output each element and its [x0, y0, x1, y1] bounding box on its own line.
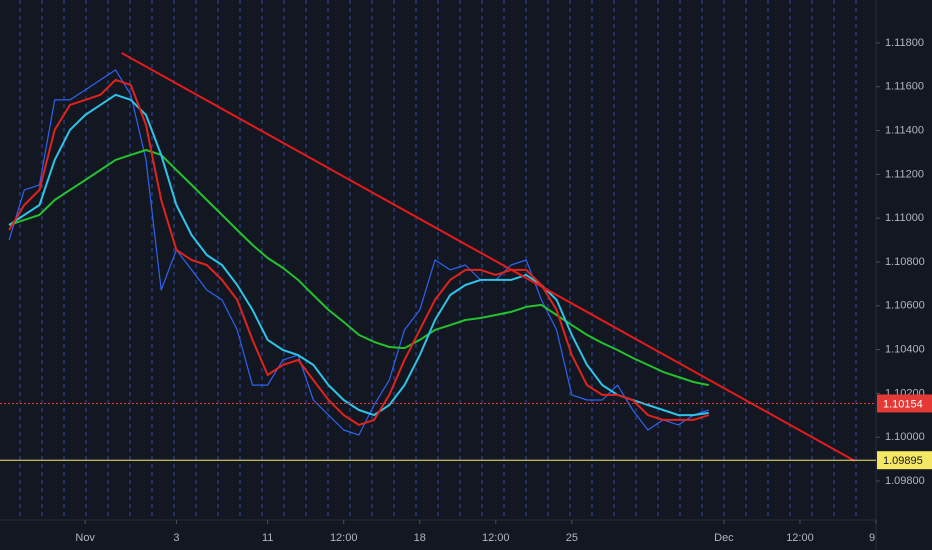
- x-tick-label: Dec: [714, 532, 734, 544]
- y-tick-label: 1.09800: [885, 475, 925, 487]
- session-separators: [19, 0, 857, 520]
- y-tick-label: 1.11000: [885, 212, 924, 224]
- y-tick-label: 1.10800: [885, 256, 925, 268]
- price-label: 1.09895: [883, 455, 923, 467]
- x-tick-label: 9: [869, 532, 875, 544]
- price-label: 1.10154: [883, 398, 923, 410]
- series-line: [8, 69, 709, 436]
- series-line: [8, 78, 710, 426]
- x-tick-label: 11: [262, 532, 273, 544]
- series-line: [8, 93, 709, 417]
- x-tick-label: 12:00: [786, 532, 814, 544]
- x-tick-label: 3: [173, 532, 179, 544]
- y-tick-label: 1.11800: [885, 37, 924, 49]
- y-tick-label: 1.11600: [885, 81, 924, 93]
- y-tick-label: 1.11400: [885, 124, 924, 136]
- price-label-box: [877, 394, 932, 413]
- x-tick-label: Nov: [75, 532, 95, 544]
- x-tick-label: 12:00: [330, 532, 358, 544]
- x-tick-label: 12:00: [482, 532, 510, 544]
- price-label-box: [877, 451, 932, 470]
- x-tick-label: 18: [414, 532, 426, 544]
- x-tick-label: 25: [566, 532, 578, 544]
- series-line: [8, 149, 709, 387]
- trend-line: [121, 52, 856, 462]
- y-tick-label: 1.10400: [885, 343, 925, 355]
- y-tick-label: 1.10600: [885, 300, 925, 312]
- y-tick-label: 1.10000: [885, 431, 925, 443]
- y-tick-label: 1.11200: [885, 168, 924, 180]
